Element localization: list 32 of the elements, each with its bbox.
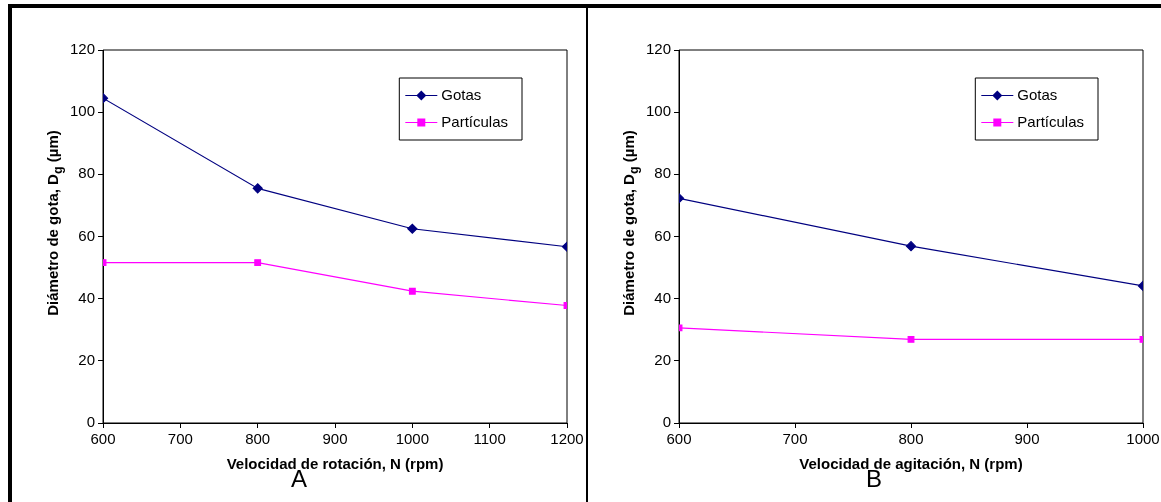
x-tick-label: 800 [898,430,924,448]
y-tick-label: 40 [654,288,672,306]
x-tick-label: 1100 [473,430,506,448]
y-tick-label: 100 [646,102,672,120]
x-tick-label: 1000 [1126,430,1160,448]
x-tick-label: 900 [322,430,348,448]
y-tick-label: 120 [646,40,672,58]
y-tick-label: 60 [78,226,96,244]
x-tick-label: 800 [245,430,271,448]
y-tick-label: 100 [70,102,96,120]
y-tick-label: 0 [662,413,672,431]
x-tick-label: 1000 [395,430,430,448]
x-tick-label: 600 [666,430,692,448]
y-tick-label: 80 [654,164,672,182]
legend-label: Gotas [441,85,482,103]
y-tick-label: 120 [70,40,96,58]
y-tick-label: 0 [86,413,96,431]
x-tick-label: 700 [782,430,808,448]
y-tick-label: 20 [78,350,96,368]
point [408,287,416,295]
y-tick-label: 40 [78,288,96,306]
x-tick-label: 1200 [550,430,584,448]
legend-label: Gotas [1017,85,1058,103]
y-tick-label: 20 [654,350,672,368]
y-tick-label: 60 [654,226,672,244]
x-tick-label: 700 [167,430,193,448]
legend-label: Partículas [441,112,509,130]
y-tick-label: 80 [78,164,96,182]
legend-label: Partículas [1017,112,1085,130]
point [254,259,262,267]
x-tick-label: 600 [90,430,116,448]
x-tick-label: 900 [1014,430,1040,448]
